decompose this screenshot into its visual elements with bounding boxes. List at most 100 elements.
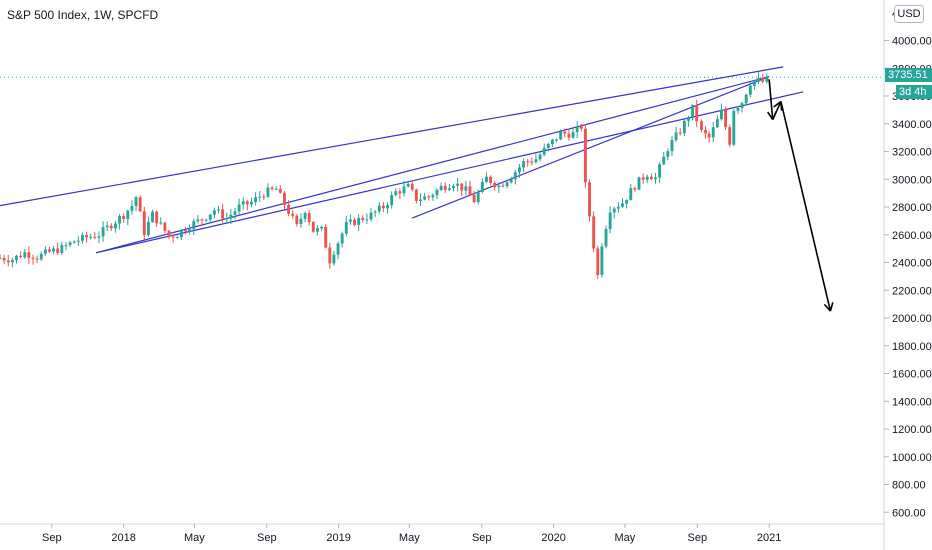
trendline[interactable] [0,66,784,207]
candle-body [229,214,233,219]
projection-arrow[interactable] [771,101,782,120]
projection-arrows[interactable] [767,79,834,312]
candle-body [612,208,616,213]
candle-body [192,221,196,230]
candle-body [237,204,241,212]
candle-body [369,212,373,220]
candle-body [287,205,291,214]
candle-body [332,254,336,264]
candle-body [357,217,361,225]
candle-body [621,203,624,207]
x-tick-label: Sep [257,532,277,544]
candle-body [93,236,97,238]
y-tick-label: 3000.00 [892,174,932,186]
candle-body [105,225,109,228]
candle-body [736,107,740,111]
y-tick-label: 1000.00 [892,452,932,464]
last-price-tag: 3735.51 [885,68,932,82]
candle-body [575,126,579,133]
candle-body [6,260,10,263]
candle-body [625,200,629,204]
candle-body [658,164,662,178]
candle-body [472,194,476,203]
trendline[interactable] [95,91,804,254]
candles [0,72,769,280]
candle-body [443,185,447,190]
candle-body [320,226,324,229]
candle-body [155,211,159,224]
trendlines[interactable] [0,66,804,254]
y-tick-label: 4000.00 [892,36,932,48]
price-axis[interactable]: 4000.003800.003600.003400.003200.003000.… [884,8,932,520]
y-tick-label: 2000.00 [892,313,932,325]
candle-body [233,211,237,215]
candle-body [118,216,121,224]
candle-body [431,195,435,198]
candle-body [336,243,340,255]
candle-body [179,230,183,238]
candle-body [175,237,179,239]
candle-body [295,215,299,224]
candle-body [278,188,282,193]
arrow-head [773,100,782,108]
x-tick-label: 2018 [111,532,135,544]
candle-body [476,191,480,203]
currency-badge[interactable]: USD [894,5,924,23]
y-tick-label: 2400.00 [892,258,932,270]
candle-body [447,188,451,190]
candle-body [97,236,101,238]
candle-body [254,197,258,202]
y-tick-label: 800.00 [892,480,926,492]
candle-body [402,186,406,194]
candle-body [56,248,60,254]
candle-body [101,227,105,237]
candle-body [15,255,18,261]
candle-body [452,185,455,189]
candle-body [39,253,43,260]
candle-body [518,167,521,173]
candle-body [245,201,249,205]
projection-arrow[interactable] [768,79,774,120]
candle-body [410,183,414,190]
candle-body [250,201,253,205]
candle-body [633,188,637,190]
candle-body [381,205,385,209]
trendline[interactable] [412,76,770,219]
candle-body [142,211,146,235]
candle-body [361,217,365,221]
y-tick-label: 1200.00 [892,424,932,436]
candle-body [740,103,744,108]
candle-body [122,216,126,220]
candle-body [64,245,68,247]
trendline[interactable] [95,75,770,254]
candle-body [130,205,134,211]
candle-body [204,219,208,221]
candle-body [468,186,472,195]
candle-body [645,176,649,180]
candle-body [217,209,220,211]
candle-body [715,119,719,128]
candle-body [571,132,575,138]
candle-body [43,249,47,254]
candle-body [748,85,752,95]
candle-body [270,187,274,189]
candle-body [167,230,171,237]
candle-body [555,139,558,141]
candle-body [761,78,765,82]
candle-body [398,191,402,194]
candle-body [365,219,369,221]
candle-body [460,183,464,191]
candle-body [48,249,51,252]
y-tick-label: 3400.00 [892,119,932,131]
candle-body [76,240,80,242]
candle-body [221,209,225,219]
candle-body [563,131,567,134]
candle-body [728,127,732,145]
candle-body [662,156,666,165]
x-tick-label: 2021 [757,532,781,544]
time-axis[interactable]: Sep 2018 May Sep 2019 May Sep 2020 May Sep 2021 [42,524,781,544]
candle-body [212,210,216,215]
candle-body [616,206,620,209]
projection-arrow[interactable] [780,101,832,312]
